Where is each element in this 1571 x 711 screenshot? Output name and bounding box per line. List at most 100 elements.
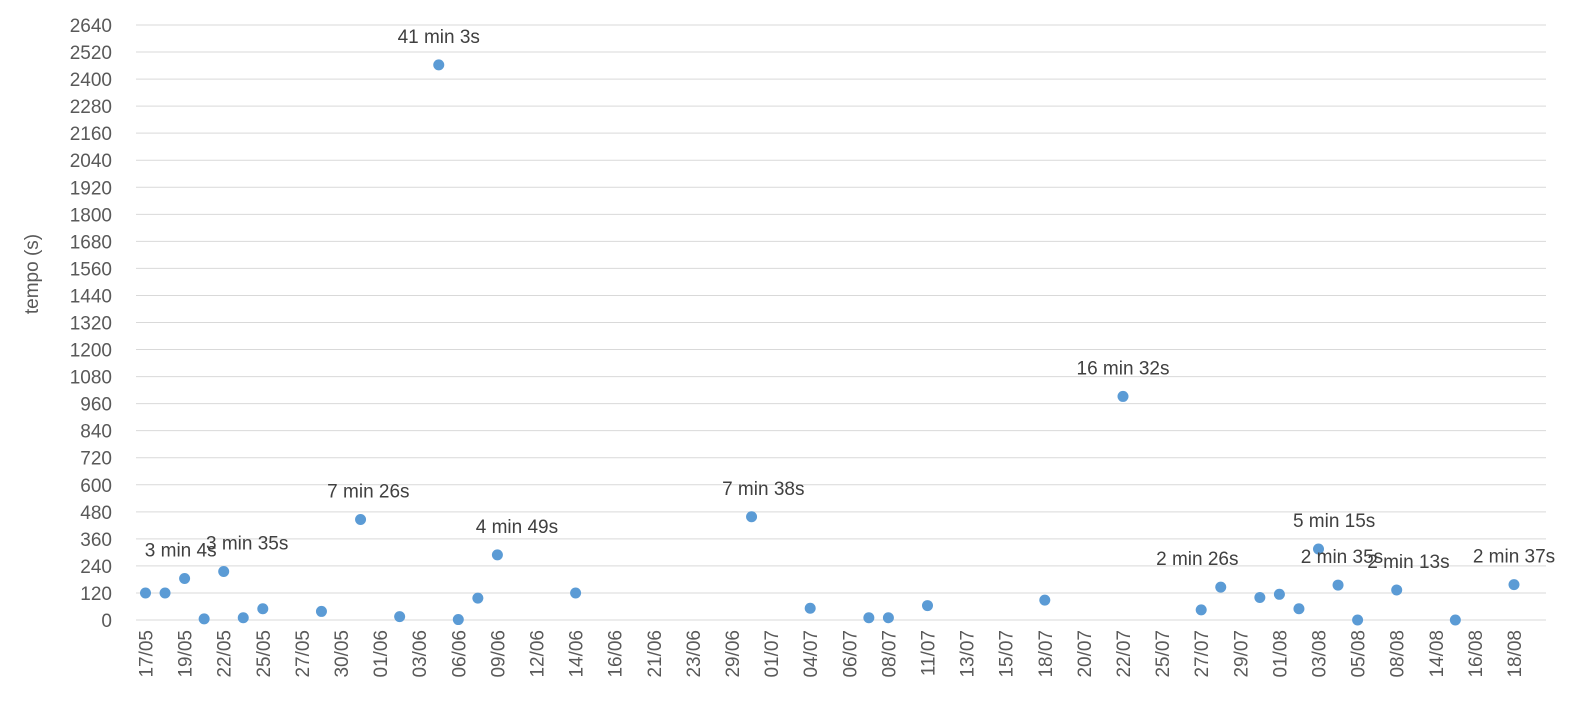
data-points <box>140 59 1520 626</box>
x-tick-label: 16/08 <box>1466 630 1487 678</box>
x-tick-label: 18/08 <box>1505 630 1526 678</box>
y-tick-label: 1320 <box>70 314 112 335</box>
y-tick-label: 480 <box>80 503 112 524</box>
data-label: 2 min 35s <box>1301 547 1383 568</box>
data-point <box>237 612 249 624</box>
data-point <box>746 511 758 523</box>
data-point <box>140 587 151 599</box>
y-tick-label: 0 <box>101 611 112 632</box>
data-label: 3 min 35s <box>206 534 288 555</box>
x-tick-label: 20/07 <box>1075 630 1096 678</box>
y-tick-label: 2640 <box>70 16 112 37</box>
data-point <box>1273 588 1285 600</box>
data-label: 2 min 13s <box>1367 552 1449 573</box>
x-tick-label: 25/05 <box>254 630 275 678</box>
data-point <box>452 614 464 626</box>
data-label: 5 min 15s <box>1293 511 1375 532</box>
data-label: 7 min 38s <box>722 479 804 500</box>
x-tick-label: 27/05 <box>293 630 314 678</box>
data-point <box>1039 594 1051 606</box>
x-tick-label: 14/08 <box>1427 630 1448 678</box>
data-label: 7 min 26s <box>327 481 409 502</box>
data-point <box>472 592 484 604</box>
data-point <box>1352 614 1364 626</box>
x-tick-label: 01/08 <box>1270 630 1291 678</box>
y-tick-label: 2040 <box>70 151 112 172</box>
data-point <box>863 612 875 624</box>
x-tick-label: 08/08 <box>1388 630 1409 678</box>
data-point <box>1254 591 1266 603</box>
data-point <box>315 605 327 617</box>
x-tick-label: 03/08 <box>1310 630 1331 678</box>
x-tick-label: 23/06 <box>684 630 705 678</box>
data-label: 16 min 32s <box>1077 358 1170 379</box>
x-tick-label: 01/06 <box>371 630 392 678</box>
y-tick-label: 1800 <box>70 205 112 226</box>
x-tick-label: 08/07 <box>879 630 900 678</box>
x-tick-label: 09/06 <box>488 630 509 678</box>
x-tick-label: 17/05 <box>137 630 158 678</box>
x-tick-label: 14/06 <box>567 630 588 678</box>
data-labels: 3 min 4s3 min 35s 7 min 26s 41 min 3s 4 min… <box>145 27 1555 573</box>
x-axis-ticks: 17/05 19/05 22/05 25/05 27/05 30/05 01/06 03/06… <box>137 630 1527 678</box>
data-point <box>922 600 933 612</box>
data-point <box>198 613 210 625</box>
x-tick-label: 04/07 <box>801 630 822 678</box>
data-point <box>1508 579 1520 591</box>
y-axis-label: tempo (s) <box>22 234 43 314</box>
y-tick-label: 840 <box>80 422 112 443</box>
x-tick-label: 22/05 <box>215 630 236 678</box>
y-tick-label: 2280 <box>70 97 112 118</box>
x-tick-label: 01/07 <box>762 630 783 678</box>
x-tick-label: 15/07 <box>997 630 1018 678</box>
x-tick-label: 22/07 <box>1114 630 1135 678</box>
data-point <box>1391 584 1403 596</box>
y-tick-label: 600 <box>80 476 112 497</box>
data-point <box>218 566 230 578</box>
data-point <box>491 549 503 561</box>
x-tick-label: 29/07 <box>1231 630 1252 678</box>
data-point <box>1313 543 1324 555</box>
data-point <box>1332 579 1344 591</box>
data-point <box>179 573 191 585</box>
y-tick-label: 1920 <box>70 178 112 199</box>
x-tick-label: 27/07 <box>1192 630 1213 678</box>
data-point <box>355 513 367 525</box>
data-point <box>570 587 582 599</box>
data-point <box>1117 390 1129 402</box>
x-tick-label: 21/06 <box>645 630 666 678</box>
y-tick-label: 1200 <box>70 341 112 362</box>
y-tick-label: 2520 <box>70 43 112 64</box>
data-point <box>804 602 816 614</box>
y-tick-label: 1440 <box>70 286 112 307</box>
y-tick-label: 960 <box>80 395 112 416</box>
x-tick-label: 30/05 <box>332 630 353 678</box>
x-tick-label: 19/05 <box>176 630 197 678</box>
data-point <box>159 587 171 599</box>
y-tick-label: 120 <box>80 584 112 605</box>
x-tick-label: 25/07 <box>1153 630 1174 678</box>
data-point <box>1215 581 1227 593</box>
gridlines <box>136 24 1546 621</box>
x-tick-label: 12/06 <box>528 630 549 678</box>
x-tick-label: 18/07 <box>1036 630 1057 678</box>
data-label: 2 min 26s <box>1156 549 1238 570</box>
data-point <box>1195 604 1207 616</box>
data-point <box>1293 603 1305 615</box>
y-tick-label: 1680 <box>70 232 112 253</box>
x-tick-label: 06/07 <box>840 630 861 678</box>
data-label: 3 min 4s <box>145 541 217 562</box>
y-tick-label: 1080 <box>70 368 112 389</box>
y-tick-label: 720 <box>80 449 112 470</box>
x-tick-label: 06/06 <box>449 630 470 678</box>
x-tick-label: 05/08 <box>1349 630 1370 678</box>
data-point <box>394 611 406 623</box>
y-tick-label: 2400 <box>70 70 112 91</box>
x-tick-label: 16/06 <box>606 630 627 678</box>
data-label: 4 min 49s <box>476 517 558 538</box>
y-tick-label: 1560 <box>70 259 112 280</box>
y-tick-label: 240 <box>80 557 112 578</box>
x-tick-label: 13/07 <box>958 630 979 678</box>
x-tick-label: 11/07 <box>919 630 940 676</box>
